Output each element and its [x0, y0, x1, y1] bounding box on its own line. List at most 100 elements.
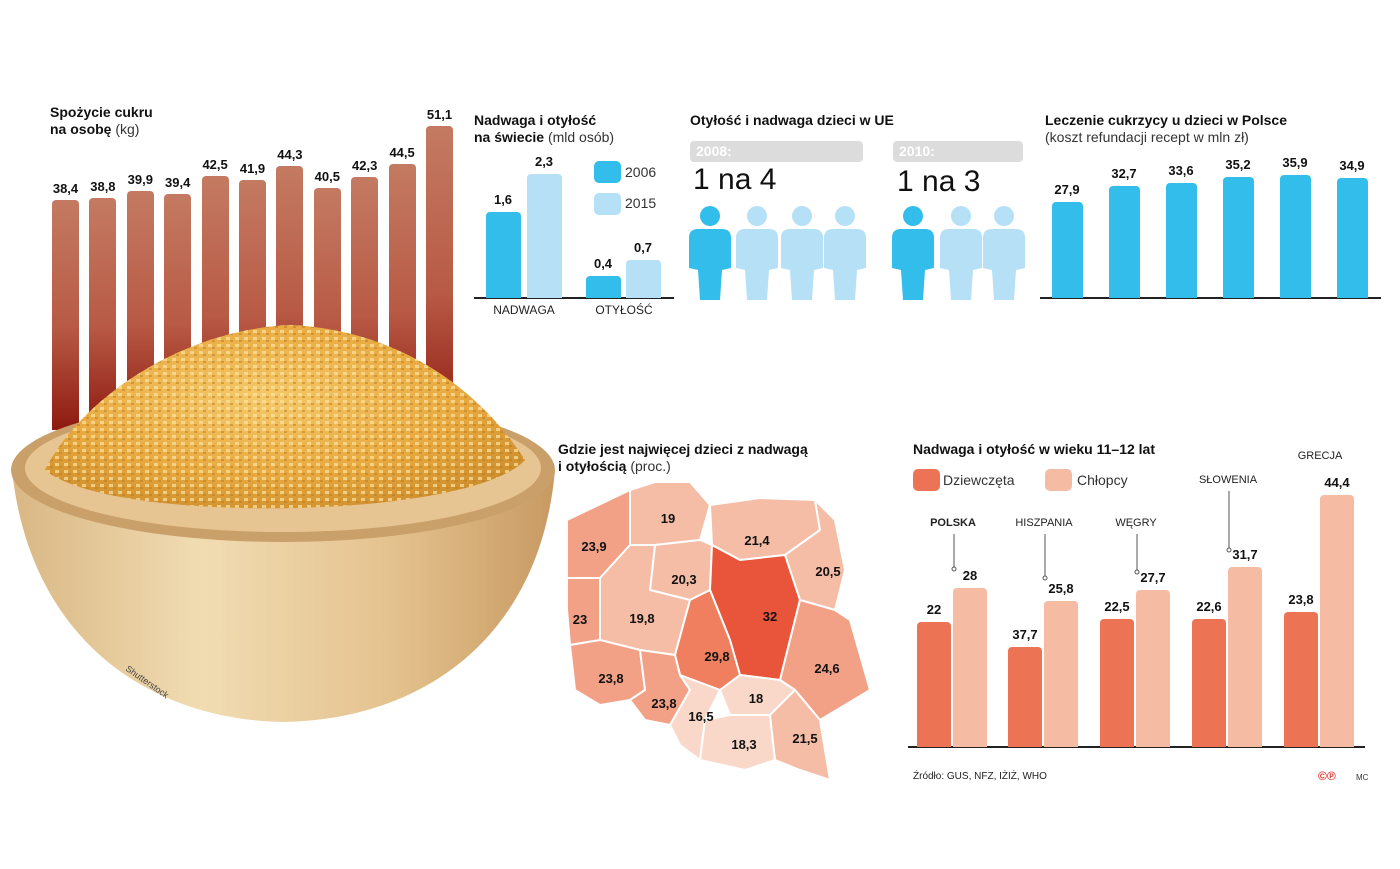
legend-label-2015: 2015 — [625, 195, 657, 211]
sugar-value-label: 38,8 — [90, 178, 116, 194]
person-icon — [736, 229, 778, 300]
world-bar — [586, 276, 621, 298]
source-note: Źródło: GUS, NFZ, IŻIŻ, WHO — [913, 771, 1047, 782]
legend-label-boys: Chłopcy — [1077, 472, 1128, 488]
legend-label-girls: Dziewczęta — [943, 472, 1015, 488]
legend-swatch-boys — [1045, 469, 1072, 491]
leader-dot — [1226, 547, 1232, 553]
world-bar — [626, 260, 661, 298]
person-head-icon — [951, 206, 971, 226]
world-value-label: 1,6 — [493, 191, 513, 207]
age-bar — [953, 588, 987, 747]
region-podkarpackie — [769, 689, 831, 781]
age-value-label: 37,7 — [1012, 626, 1038, 642]
region-value-label: 21,4 — [744, 533, 770, 548]
region-value-label: 23,8 — [651, 696, 676, 711]
age-bar — [1320, 495, 1354, 747]
age-value-label: 22,6 — [1196, 598, 1222, 614]
sugar-value-label: 38,4 — [52, 181, 79, 196]
region-value-label: 23 — [573, 612, 587, 627]
age-baseline — [908, 746, 1365, 748]
region-slaskie — [669, 674, 721, 761]
person-head-icon — [700, 206, 720, 226]
age-bar — [1008, 646, 1042, 747]
age-bar — [1136, 589, 1170, 747]
age-value-label: 25,8 — [1048, 580, 1074, 596]
world-value-label: 0,4 — [593, 256, 613, 272]
age-bar — [1044, 600, 1078, 747]
region-value-label: 18,3 — [731, 737, 756, 752]
leader-dot — [951, 566, 957, 572]
sugar-value-label: 40,5 — [314, 168, 340, 184]
person-icon — [892, 229, 934, 300]
diabetes-bar — [1166, 182, 1197, 298]
country-label: HISZPANIA — [1015, 517, 1073, 529]
region-value-label: 18 — [749, 691, 763, 706]
person-icon — [940, 229, 982, 300]
diabetes-bar — [1223, 177, 1254, 298]
sugar-value-label: 44,3 — [277, 146, 303, 162]
region-value-label: 19 — [661, 511, 675, 526]
person-icon — [824, 229, 866, 300]
sugar-value-label: 51,1 — [426, 106, 453, 122]
region-value-label: 20,3 — [671, 572, 696, 587]
age-value-label: 22 — [926, 602, 942, 618]
region-value-label: 21,5 — [792, 731, 817, 746]
age-bar — [1192, 618, 1226, 747]
eu-title: Otyłość i nadwaga dzieci w UE — [690, 112, 894, 128]
region-value-label: 23,9 — [581, 539, 606, 554]
year-2008-pill: 2008: — [690, 141, 863, 162]
sugar-value-label: 44,5 — [389, 145, 415, 161]
publisher-logo: ©℗ — [1318, 769, 1336, 783]
person-head-icon — [903, 206, 923, 226]
diabetes-bar — [1337, 178, 1368, 298]
person-icon — [983, 229, 1025, 300]
sugar-value-label: 42,3 — [352, 158, 378, 174]
region-value-label: 23,8 — [598, 671, 623, 686]
world-value-label: 0,7 — [633, 240, 653, 256]
diabetes-value-label: 35,2 — [1225, 157, 1251, 173]
person-head-icon — [747, 206, 767, 226]
diabetes-value-label: 32,7 — [1111, 165, 1137, 181]
region-value-label: 16,5 — [688, 709, 713, 724]
country-label: SŁOWENIA — [1198, 474, 1258, 486]
world-baseline — [474, 297, 674, 299]
person-head-icon — [994, 206, 1014, 226]
age-value-label: 31,7 — [1232, 547, 1258, 563]
ratio-2008: 1 na 4 — [693, 163, 777, 196]
person-head-icon — [835, 206, 855, 226]
person-icon — [689, 229, 731, 300]
age-bar — [1228, 567, 1262, 747]
age-bar — [1100, 619, 1134, 747]
age-value-label: 44,4 — [1324, 475, 1350, 491]
diabetes-bar — [1052, 202, 1083, 298]
legend-swatch-girls — [913, 469, 940, 491]
country-label: POLSKA — [930, 517, 976, 529]
sugar-value-label: 39,4 — [165, 175, 191, 191]
diabetes-value-label: 35,9 — [1282, 154, 1308, 170]
country-label: WĘGRY — [1115, 517, 1157, 529]
diabetes-bar — [1109, 185, 1140, 298]
diabetes-value-label: 27,9 — [1054, 182, 1080, 198]
world-chart-title: Nadwaga i otyłość na świecie (mld osób) — [474, 112, 615, 145]
leader-dot — [1042, 575, 1048, 581]
region-value-label: 19,8 — [629, 611, 654, 626]
region-value-label: 32 — [763, 609, 777, 624]
sugar-chart-title: Spożycie cukru na osobę (kg) — [50, 104, 153, 137]
person-icon — [781, 229, 823, 300]
diabetes-chart-title: Leczenie cukrzycy u dzieci w Polsce (kos… — [1045, 112, 1287, 145]
year-2010-pill: 2010: — [893, 141, 1023, 162]
sugar-value-label: 39,9 — [127, 172, 153, 188]
diabetes-bar — [1280, 174, 1311, 298]
legend-swatch-2015 — [594, 193, 621, 215]
age-bar — [917, 622, 951, 747]
world-value-label: 2,3 — [534, 153, 554, 169]
legend-swatch-2006 — [594, 161, 621, 183]
diabetes-baseline — [1040, 297, 1381, 299]
diabetes-value-label: 34,9 — [1339, 158, 1365, 174]
age-value-label: 27,7 — [1140, 569, 1166, 585]
leader-dot — [1134, 569, 1140, 575]
author-initials: MC — [1356, 773, 1369, 782]
